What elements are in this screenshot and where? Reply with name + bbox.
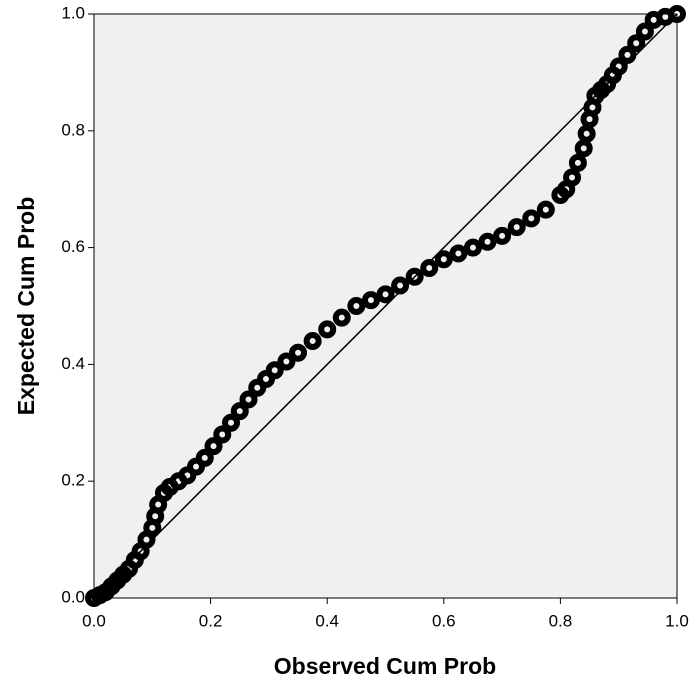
point [536, 200, 555, 219]
point [463, 238, 482, 257]
y-tick-label: 1.0 [61, 3, 85, 22]
point [230, 402, 249, 421]
point [347, 297, 366, 315]
point [668, 5, 686, 23]
y-tick-label: 0.0 [61, 587, 85, 606]
point [574, 139, 593, 158]
y-tick-label: 0.2 [61, 471, 85, 490]
point [434, 250, 453, 269]
y-tick-label: 0.6 [61, 237, 85, 256]
x-tick-label: 0.8 [549, 611, 573, 630]
point [265, 361, 284, 380]
point [204, 437, 223, 456]
point [318, 320, 337, 339]
point [222, 413, 241, 432]
x-tick-label: 0.6 [432, 611, 456, 630]
point [609, 57, 628, 76]
x-tick-label: 1.0 [665, 611, 689, 630]
point [361, 291, 380, 310]
point [577, 124, 596, 143]
point [248, 378, 267, 397]
point [195, 448, 214, 467]
point [627, 34, 646, 53]
point [635, 22, 654, 41]
point [522, 209, 541, 228]
point [187, 457, 206, 476]
x-tick-label: 0.2 [199, 611, 223, 630]
point [376, 285, 395, 304]
point [420, 259, 439, 278]
point [303, 332, 322, 351]
y-axis-title: Expected Cum Prob [13, 197, 39, 416]
point [213, 425, 232, 444]
point [618, 45, 637, 64]
point [405, 267, 424, 286]
point [493, 226, 512, 245]
point [507, 218, 526, 237]
y-tick-label: 0.8 [61, 120, 85, 139]
point [563, 168, 582, 187]
point [449, 244, 468, 263]
point [277, 352, 296, 371]
point [256, 370, 275, 388]
reference-line [93, 13, 678, 599]
point [239, 390, 258, 409]
y-tick-label: 0.4 [61, 354, 85, 373]
point [391, 276, 410, 295]
point [178, 466, 197, 485]
x-axis-title: Observed Cum Prob [274, 653, 496, 679]
x-tick-label: 0.0 [82, 611, 106, 630]
point [332, 308, 351, 327]
point [478, 232, 497, 251]
point [289, 343, 308, 362]
point [568, 153, 587, 172]
x-tick-label: 0.4 [315, 611, 339, 630]
